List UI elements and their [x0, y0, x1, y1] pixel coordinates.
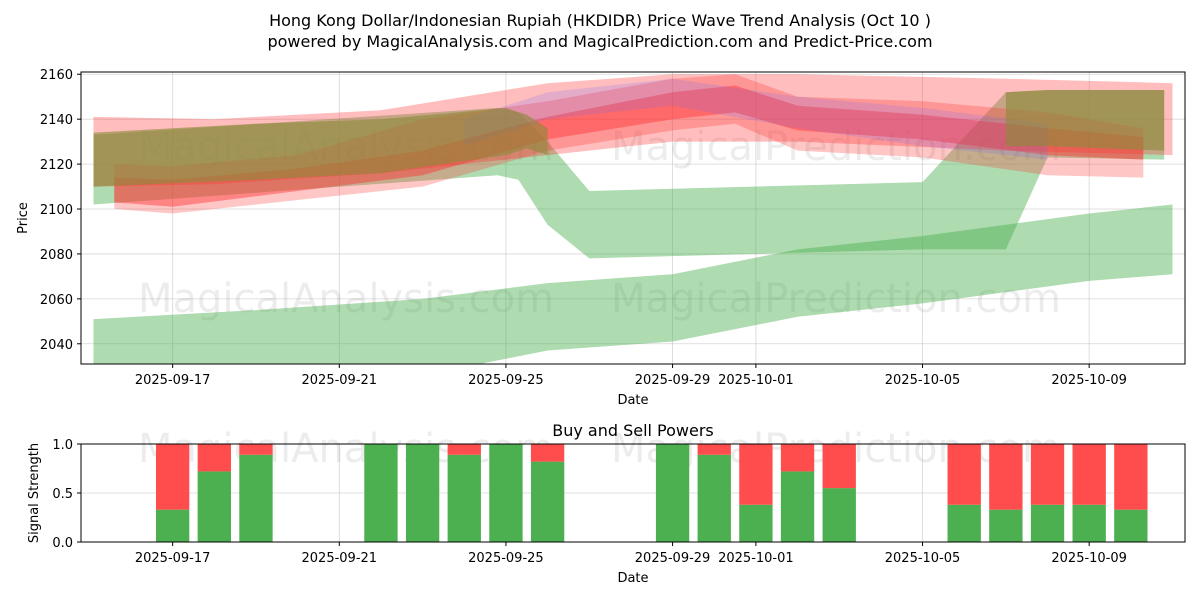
buy-bar [405, 444, 440, 542]
band-blue-wave [464, 78, 1048, 160]
price-tick-label-x: 2025-10-09 [1051, 373, 1127, 388]
chart-title: Hong Kong Dollar/Indonesian Rupiah (HKDI… [269, 11, 931, 30]
buy-bar [739, 504, 773, 542]
price-tick-label-y: 2040 [40, 338, 73, 353]
price-y-axis-label: Price [16, 202, 31, 234]
buy-bar [1072, 504, 1106, 542]
sell-bar [155, 444, 190, 510]
buy-bar [989, 509, 1023, 542]
watermark-text: MagicalAnalysis.com [138, 276, 554, 322]
power-tick-label-x: 2025-09-29 [635, 551, 711, 566]
sell-bar [739, 444, 773, 505]
price-tick-label-x: 2025-10-05 [885, 373, 961, 388]
power-tick-label-x: 2025-10-01 [718, 551, 794, 566]
price-plot-frame [80, 71, 1186, 365]
price-tick-label-y: 2120 [40, 158, 73, 173]
power-tick-label-x: 2025-09-17 [135, 551, 211, 566]
sell-bar [1114, 444, 1148, 510]
price-tick-label-x: 2025-09-21 [302, 373, 378, 388]
chart-subtitle: powered by MagicalAnalysis.com and Magic… [267, 32, 932, 51]
price-tick-label-y: 2060 [40, 293, 73, 308]
price-tick-label-x: 2025-09-25 [468, 373, 544, 388]
price-tick-label-y: 2140 [40, 113, 73, 128]
power-bars [155, 444, 1148, 542]
power-tick-label-y: 0.0 [52, 536, 73, 551]
price-tick-label-x: 2025-09-17 [135, 373, 211, 388]
price-tick-label-y: 2160 [40, 68, 73, 83]
buy-bar [239, 454, 273, 542]
price-axis-ticks: 2040 2060 2080 2100 2120 2140 2160 2025-09-17 20… [40, 68, 1127, 388]
price-tick-label-y: 2080 [40, 248, 73, 263]
buy-bar [822, 488, 856, 542]
band-red-wave-mid [114, 74, 1144, 214]
sell-bar [239, 444, 273, 455]
sell-bar [989, 444, 1023, 510]
power-tick-label-x: 2025-09-21 [302, 551, 378, 566]
buy-bar [447, 454, 481, 542]
power-tick-label-x: 2025-10-09 [1051, 551, 1127, 566]
band-green-wave-lower [93, 204, 1173, 364]
buy-bar [364, 444, 398, 542]
power-tick-label-y: 1.0 [52, 438, 73, 453]
sell-bar [780, 444, 815, 472]
band-red-wave-core [114, 85, 1144, 207]
sell-bar [1030, 444, 1065, 505]
power-tick-label-y: 0.5 [52, 487, 73, 502]
sell-bar [197, 444, 231, 472]
sell-bar [530, 444, 565, 462]
price-grid [81, 72, 1185, 364]
power-tick-label-x: 2025-10-05 [885, 551, 961, 566]
band-olive-wave-right [1005, 90, 1165, 151]
buy-bar [697, 454, 731, 542]
buy-bar [655, 444, 690, 542]
sell-bar [822, 444, 856, 489]
power-tick-label-x: 2025-09-25 [468, 551, 544, 566]
buy-bar [155, 509, 190, 542]
buy-bar [489, 444, 523, 542]
buy-bar [530, 461, 565, 542]
sell-bar [447, 444, 481, 455]
price-wave-bands [93, 74, 1173, 364]
buy-bar [947, 504, 981, 542]
sell-bar [697, 444, 731, 455]
price-tick-label-y: 2100 [40, 203, 73, 218]
sell-bar [947, 444, 981, 505]
power-x-axis-label: Date [617, 571, 648, 586]
buy-bar [1030, 504, 1065, 542]
buy-bar [197, 471, 231, 542]
buy-bar [1114, 509, 1148, 542]
buy-bar [780, 471, 815, 542]
sell-bar [1072, 444, 1106, 505]
watermark-text: MagicalPrediction.com [611, 276, 1061, 322]
band-olive-wave [93, 107, 548, 187]
price-x-axis-label: Date [617, 393, 648, 408]
price-tick-label-x: 2025-10-01 [718, 373, 794, 388]
watermark-text: MagicalPrediction.com [611, 124, 1061, 170]
price-tick-label-x: 2025-09-29 [635, 373, 711, 388]
power-chart-title: Buy and Sell Powers [552, 421, 714, 440]
power-axis-ticks: 0.0 0.5 1.0 2025-09-17 2025-09-21 2025-09-25 2… [52, 438, 1127, 566]
power-y-axis-label: Signal Strength [27, 443, 42, 543]
